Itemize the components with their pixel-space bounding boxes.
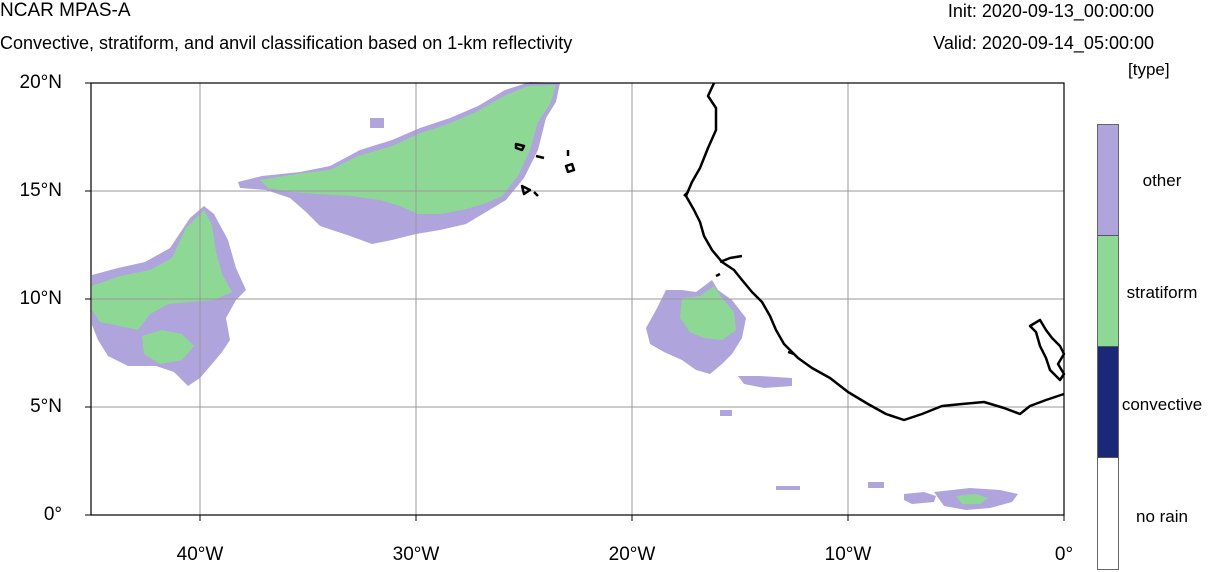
lat-label-15n: 15°N	[19, 180, 62, 201]
colorbar-swatch-other	[1098, 125, 1118, 236]
colorbar-swatch-no-rain	[1098, 458, 1118, 569]
grid-lines	[91, 83, 1064, 515]
lon-label-40w: 40°W	[176, 544, 224, 565]
rain-area-stratiform	[92, 210, 232, 330]
colorbar	[1097, 124, 1119, 570]
lat-label-5n: 5°N	[30, 396, 62, 417]
precip-classification-field	[92, 82, 1018, 510]
valid-time: Valid: 2020-09-14_05:00:00	[933, 33, 1154, 53]
colorbar-swatch-convective	[1098, 347, 1118, 458]
rain-area-other	[904, 492, 936, 504]
colorbar-swatch-stratiform	[1098, 236, 1118, 347]
rain-area-other	[738, 376, 792, 388]
rain-area-other	[370, 118, 384, 128]
lat-label-10n: 10°N	[19, 288, 62, 309]
chart-title: NCAR MPAS-A	[0, 0, 131, 21]
lon-label-0: 0°	[1054, 544, 1074, 565]
rain-area-other	[720, 410, 732, 416]
rain-area-stratiform	[260, 85, 556, 214]
rain-area-other	[868, 482, 884, 488]
chart-subtitle: Convective, stratiform, and anvil classi…	[0, 33, 573, 53]
lon-label-10w: 10°W	[824, 544, 872, 565]
colorbar-label-no-rain: no rain	[1136, 507, 1188, 526]
lon-label-30w: 30°W	[392, 544, 440, 565]
rain-area-other	[776, 486, 800, 490]
rain-area-stratiform	[956, 494, 988, 504]
coastline	[514, 82, 1066, 422]
lat-label-0: 0°	[43, 504, 62, 525]
colorbar-units: [type]	[1128, 60, 1170, 79]
colorbar-label-other: other	[1142, 171, 1182, 190]
lon-label-20w: 20°W	[608, 544, 656, 565]
rain-area-stratiform	[142, 330, 194, 364]
axis-ticks	[85, 82, 1065, 521]
init-time: Init: 2020-09-13_00:00:00	[947, 1, 1154, 21]
colorbar-label-stratiform: stratiform	[1126, 283, 1198, 302]
colorbar-label-convective: convective	[1121, 395, 1203, 414]
lat-label-20n: 20°N	[19, 72, 62, 93]
